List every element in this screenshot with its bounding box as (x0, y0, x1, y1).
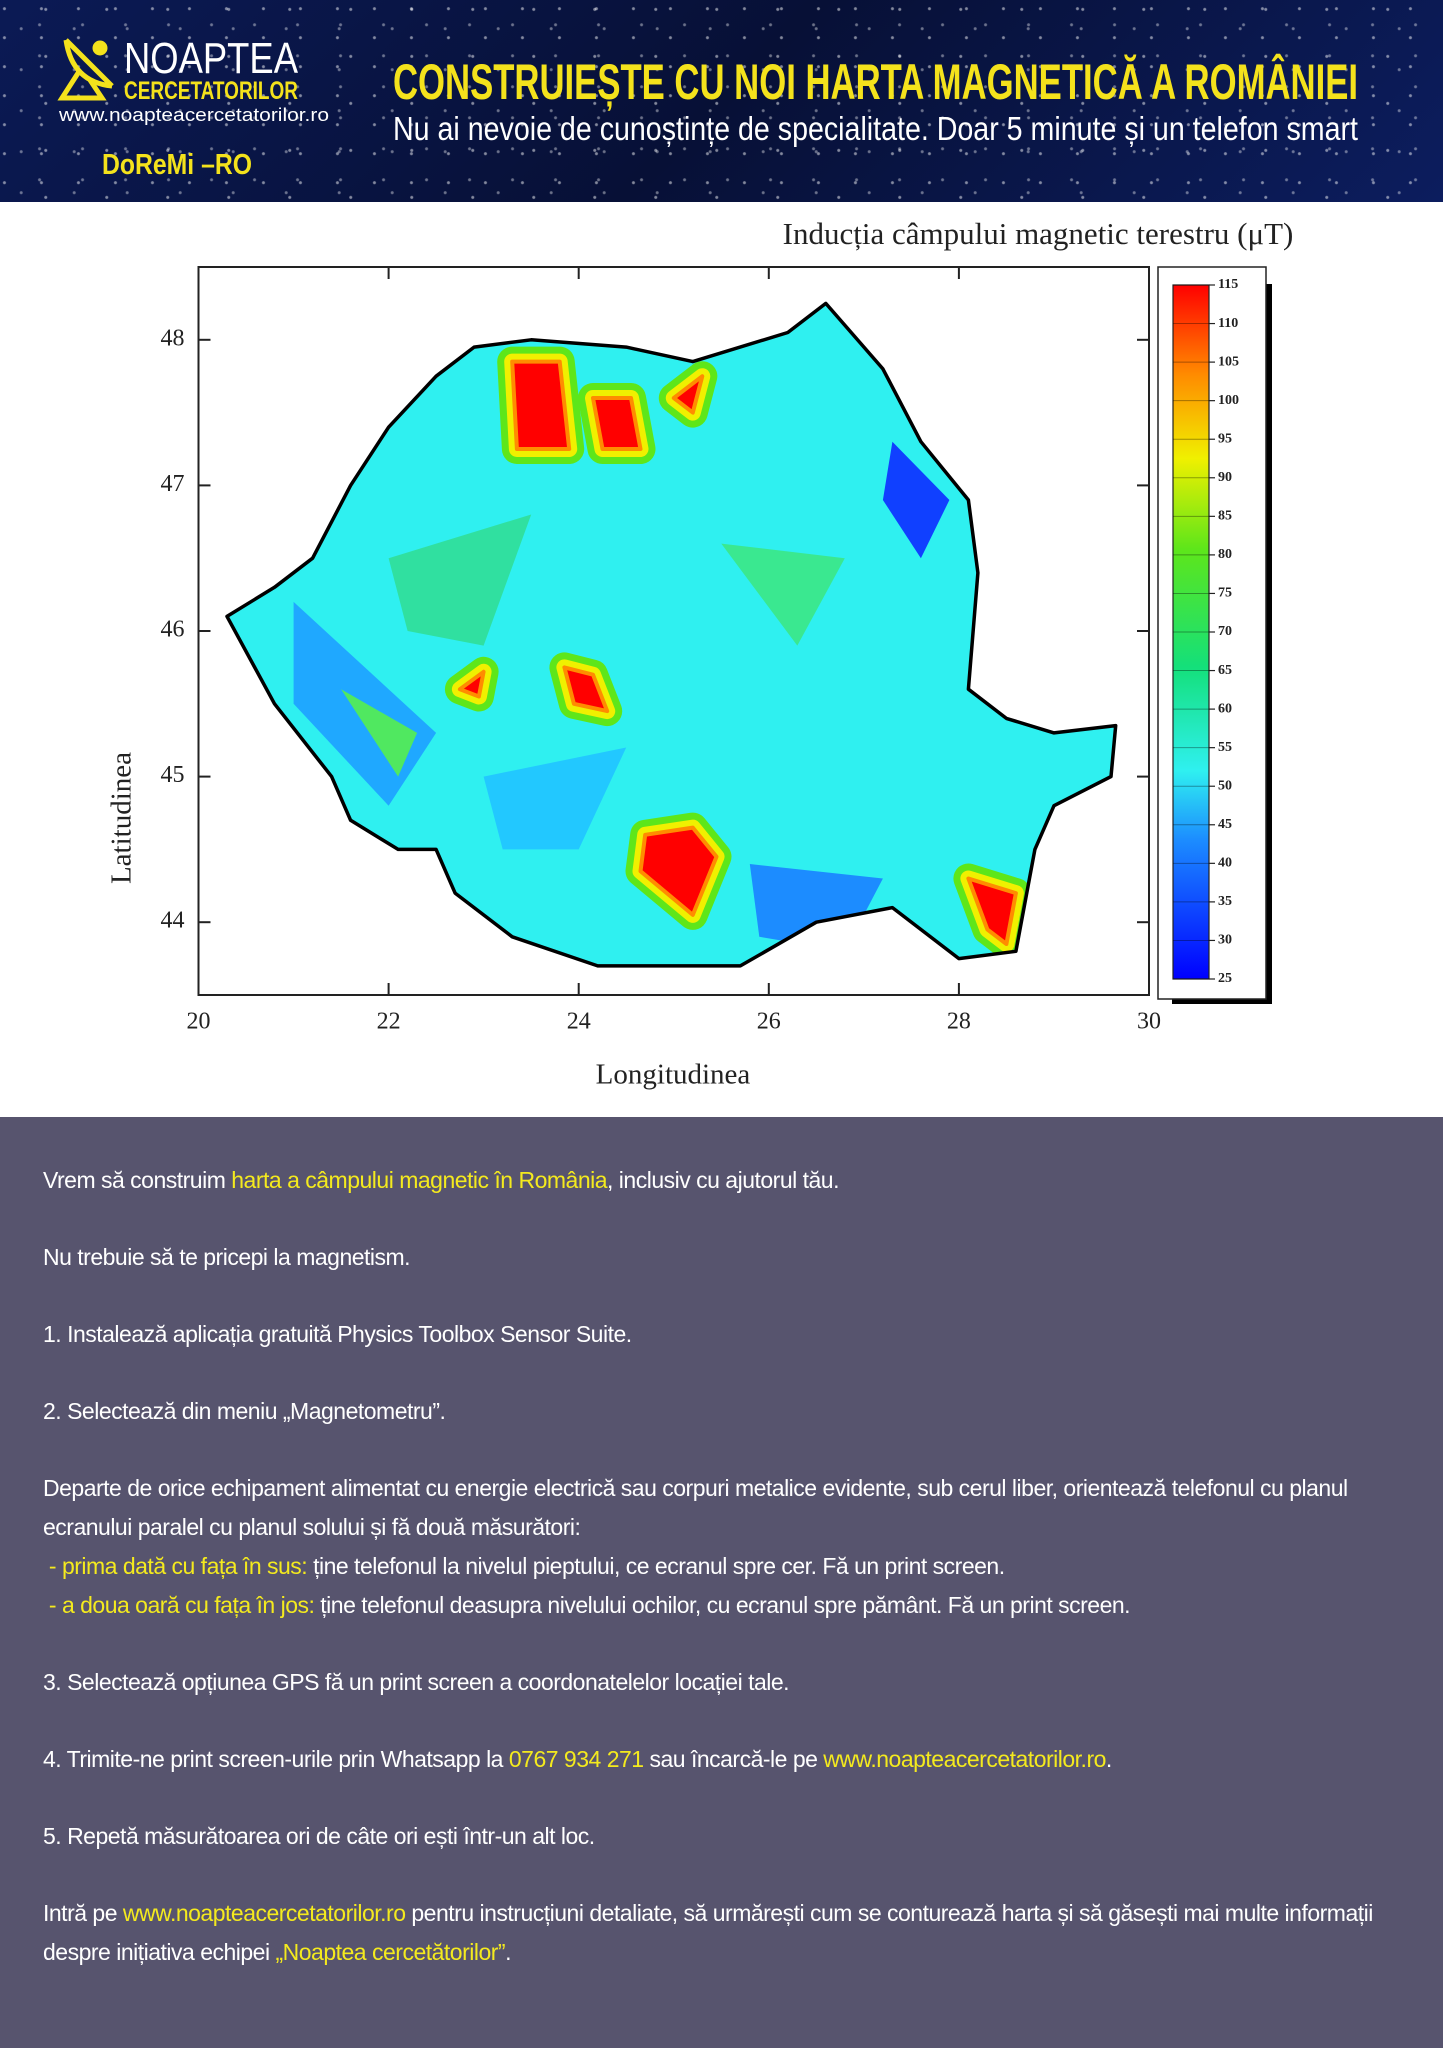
mid-patch (341, 689, 418, 777)
text: . (1105, 1746, 1112, 1772)
colorbar-tick-label: 65 (1218, 663, 1232, 678)
chart-title: Inducția câmpului magnetic terestru (μT) (783, 216, 1294, 251)
x-tick-label: 24 (567, 1009, 591, 1035)
project-name: DoReMi –RO (102, 149, 252, 181)
text: . (505, 1939, 511, 1965)
text: ține telefonul la nivelul pieptului, ce … (307, 1553, 1005, 1579)
poster-title: CONSTRUIEȘTE CU NOI HARTA MAGNETICĂ A RO… (393, 54, 1358, 110)
poster-subtitle: Nu ai nevoie de cunoștințe de specialita… (393, 110, 1358, 147)
y-tick-label: 44 (161, 908, 185, 934)
colorbar-tick-label: 70 (1218, 624, 1232, 639)
text: Vrem să construim (43, 1167, 232, 1193)
text: ține telefonul deasupra nivelului ochilo… (314, 1592, 1131, 1618)
logo-url: www.noapteacercetatorilor.ro (58, 105, 329, 125)
x-tick-label: 30 (1137, 1009, 1161, 1035)
y-axis-label: Latitudinea (106, 752, 138, 884)
x-tick-label: 28 (947, 1009, 971, 1035)
text: 2. Selectează din meniu „Magnetometru”. (43, 1398, 446, 1424)
paragraph: 2. Selectează din meniu „Magnetometru”. (43, 1392, 1403, 1431)
y-tick-label: 45 (161, 762, 185, 788)
text: Intră pe (43, 1900, 123, 1926)
website-link[interactable]: www.noapteacercetatorilor.ro (122, 1900, 406, 1926)
phone-number: 0767 934 271 (508, 1746, 644, 1772)
x-tick-label: 26 (757, 1009, 781, 1035)
logo-subtitle: CERCETATORILOR (124, 77, 298, 105)
colorbar-tick-label: 90 (1218, 470, 1232, 485)
colorbar-tick-label: 60 (1218, 701, 1232, 716)
x-tick-label: 22 (377, 1009, 401, 1035)
x-axis-label: Longitudinea (596, 1059, 751, 1091)
hot-spot (591, 396, 643, 451)
paragraph: Intră pe www.noapteacercetatorilor.ro pe… (43, 1894, 1403, 1972)
axes: 20 22 24 26 28 30 44 45 46 47 48 (161, 266, 1161, 1035)
colorbar-gradient (1172, 284, 1210, 980)
colorbar-tick-label: 100 (1218, 393, 1239, 408)
text: pentru instrucțiuni detaliate, să urmăre… (43, 1900, 1373, 1965)
mid-patch (721, 543, 845, 646)
text: , inclusiv cu ajutorul tău. (607, 1167, 839, 1193)
text: 5. Repetă măsurătoarea ori de câte ori e… (43, 1823, 595, 1849)
hot-spot (638, 825, 719, 917)
y-tick-label: 46 (161, 617, 185, 643)
country-outline (225, 301, 1118, 968)
logo-icon (57, 38, 114, 101)
paragraph: 4. Trimite-ne print screen-urile prin Wh… (43, 1740, 1403, 1779)
text: 3. Selectează opțiunea GPS fă un print s… (43, 1669, 790, 1695)
colorbar-tick-label: 105 (1218, 354, 1239, 369)
paragraph: Nu trebuie să te pricepi la magnetism. (43, 1238, 1403, 1277)
website-link[interactable]: www.noapteacercetatorilor.ro (823, 1746, 1106, 1772)
paragraph: 1. Instalează aplicația gratuită Physics… (43, 1315, 1403, 1354)
paragraph: 5. Repetă măsurătoarea ori de câte ori e… (43, 1817, 1403, 1856)
hot-spot (562, 665, 610, 714)
mid-patch (388, 514, 532, 646)
colorbar-tick-label: 55 (1218, 740, 1232, 755)
colorbar-tick-label: 75 (1218, 586, 1232, 601)
colorbar-tick-label: 95 (1218, 431, 1232, 446)
text: sau încarcă-le pe (643, 1746, 824, 1772)
colorbar: 25 30 35 40 45 50 55 60 65 70 75 80 85 90 95 100 105 110 1… (1172, 277, 1239, 986)
text: 1. Instalează aplicația gratuită Physics… (43, 1321, 632, 1347)
colorbar-tick-label: 110 (1218, 316, 1238, 331)
colorbar-tick-label: 50 (1218, 778, 1232, 793)
low-patch (882, 441, 950, 559)
hot-spot (671, 374, 705, 415)
logo-title: NOAPTEA (124, 34, 299, 83)
hot-spot (510, 359, 572, 451)
hot-spot (457, 669, 486, 699)
text: Departe de orice echipament alimentat cu… (43, 1475, 1348, 1540)
colorbar-tick-label: 80 (1218, 547, 1232, 562)
paragraph: 3. Selectează opțiunea GPS fă un print s… (43, 1663, 1403, 1702)
colorbar-tick-label: 35 (1218, 894, 1232, 909)
paragraph: Vrem să construim harta a câmpului magne… (43, 1161, 1403, 1200)
colorbar-tick-label: 25 (1218, 971, 1232, 986)
highlight: harta a câmpului magnetic în România (231, 1167, 608, 1193)
low-patch (749, 864, 883, 952)
highlight: - a doua oară cu fața în jos: (43, 1592, 315, 1618)
header: NOAPTEA CERCETATORILOR www.noapteacercet… (0, 0, 1443, 202)
colorbar-tick-label: 85 (1218, 509, 1232, 524)
colorbar-tick-label: 30 (1218, 933, 1232, 948)
colorbar-tick-label: 115 (1218, 277, 1238, 292)
paragraph: Departe de orice echipament alimentat cu… (43, 1469, 1403, 1625)
y-tick-label: 48 (161, 325, 185, 351)
y-tick-label: 47 (161, 471, 185, 497)
text: 4. Trimite-ne print screen-urile prin Wh… (43, 1746, 509, 1772)
x-tick-label: 20 (187, 1009, 211, 1035)
highlight: - prima dată cu fața în sus: (43, 1553, 308, 1579)
instructions: Vrem să construim harta a câmpului magne… (0, 1117, 1443, 2048)
highlight: „Noaptea cercetătorilor” (275, 1939, 506, 1965)
colorbar-tick-label: 45 (1218, 817, 1232, 832)
chart: Inducția câmpului magnetic terestru (μT)… (106, 216, 1294, 1091)
text: Nu trebuie să te pricepi la magnetism. (43, 1244, 411, 1270)
hot-spot (966, 876, 1018, 946)
low-patch (483, 747, 627, 850)
field (227, 303, 1116, 966)
colorbar-tick-label: 40 (1218, 856, 1232, 871)
map (225, 301, 1118, 968)
